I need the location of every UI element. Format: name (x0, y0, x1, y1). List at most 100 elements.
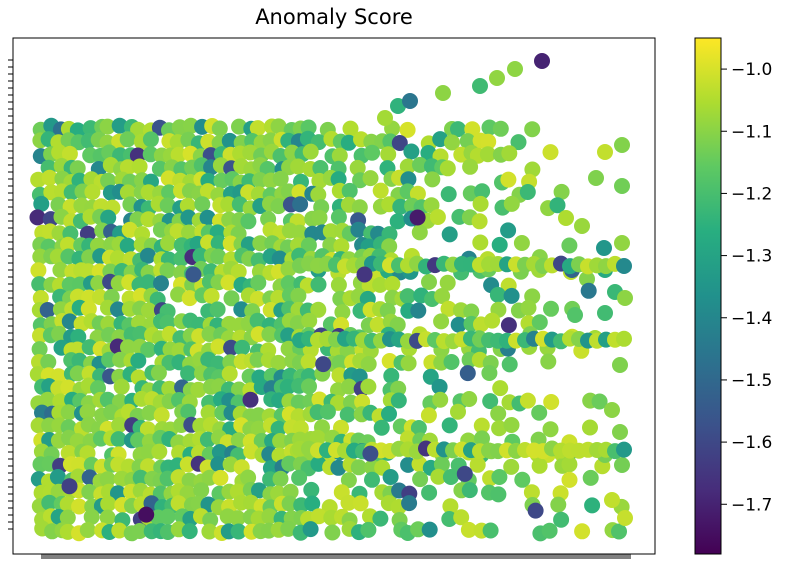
scatter-point (383, 367, 400, 384)
scatter-point (579, 271, 595, 287)
scatter-point (242, 391, 259, 408)
scatter-point (400, 171, 417, 188)
scatter-point (190, 381, 207, 398)
scatter-point (391, 135, 408, 151)
scatter-point (79, 403, 96, 420)
scatter-point (364, 471, 380, 488)
scatter-point (342, 120, 359, 137)
scatter-point (311, 209, 328, 226)
scatter-point (171, 342, 188, 359)
scatter-point (230, 263, 247, 280)
scatter-point (199, 209, 216, 226)
scatter-point (340, 134, 357, 151)
scatter-point (270, 420, 287, 437)
scatter-point (364, 144, 381, 161)
scatter-point (596, 240, 612, 256)
scatter-point (490, 486, 507, 503)
scatter-point (192, 247, 209, 264)
scatter-point (222, 354, 239, 371)
scatter-point (140, 458, 157, 475)
scatter-point (482, 393, 499, 410)
scatter-point (372, 276, 389, 293)
scatter-point (180, 403, 197, 420)
scatter-point (491, 469, 508, 485)
scatter-point (139, 421, 156, 438)
scatter-point (292, 196, 309, 213)
scatter-point (561, 237, 578, 254)
scatter-point (179, 197, 196, 214)
scatter-point (409, 185, 426, 202)
scatter-point (542, 144, 559, 161)
scatter-point (614, 235, 630, 251)
scatter-point (443, 354, 460, 370)
scatter-point (403, 143, 420, 160)
scatter-point (290, 287, 307, 304)
scatter-point (597, 144, 613, 160)
scatter-point (211, 120, 228, 137)
scatter-point (304, 495, 321, 512)
scatter-point (510, 134, 527, 151)
colorbar-tick-label: −1.1 (731, 122, 772, 142)
scatter-point (310, 186, 327, 203)
scatter-point (71, 456, 88, 473)
scatter-point (471, 213, 488, 230)
scatter-point (380, 146, 397, 163)
scatter-point (472, 78, 488, 94)
scatter-point (30, 262, 47, 279)
scatter-point (369, 316, 386, 333)
scatter-point (543, 394, 560, 410)
scatter-point (434, 288, 451, 304)
scatter-point (381, 353, 398, 369)
scatter-point (392, 198, 409, 215)
scatter-point (181, 224, 197, 241)
scatter-point (229, 510, 246, 527)
scatter-point (59, 509, 76, 526)
scatter-point (119, 184, 136, 201)
scatter-point (441, 226, 458, 243)
scatter-point (553, 183, 570, 200)
scatter-point (71, 498, 88, 515)
colorbar-tick-label: −1.2 (731, 184, 772, 204)
scatter-point (181, 472, 198, 489)
scatter-point (322, 223, 339, 240)
scatter-point (130, 121, 147, 138)
scatter-point (240, 213, 257, 230)
scatter-point (315, 356, 332, 373)
scatter-point (140, 274, 157, 291)
scatter-point (430, 468, 447, 485)
scatter-point (311, 391, 328, 408)
scatter-point (340, 494, 357, 511)
scatter-point (202, 512, 219, 528)
scatter-point (331, 354, 348, 371)
scatter-point (330, 209, 347, 226)
scatter-point (310, 276, 327, 293)
scatter-point (501, 145, 518, 162)
scatter-point (310, 301, 327, 318)
scatter-point (280, 340, 297, 357)
scatter-point (500, 222, 517, 239)
scatter-point (612, 357, 628, 373)
scatter-point (138, 506, 155, 523)
scatter-point (390, 98, 406, 114)
scatter-point (567, 307, 583, 323)
scatter-point (534, 53, 550, 69)
scatter-point (140, 302, 157, 319)
scatter-point (381, 405, 397, 422)
scatter-point (561, 456, 578, 473)
scatter-point (203, 288, 220, 304)
scatter-point (185, 266, 202, 283)
scatter-point (410, 302, 427, 319)
scatter-point (280, 520, 297, 537)
scatter-point (210, 338, 227, 355)
scatter-point (81, 483, 98, 500)
scatter-point (131, 523, 148, 539)
scatter-point (110, 431, 127, 448)
scatter-point (409, 209, 426, 226)
scatter-point (349, 159, 366, 176)
scatter-point (481, 365, 498, 381)
scatter-point (462, 158, 479, 175)
scatter-point (150, 364, 167, 381)
scatter-point (597, 305, 613, 321)
scatter-point (303, 481, 320, 498)
scatter-point (111, 522, 128, 539)
